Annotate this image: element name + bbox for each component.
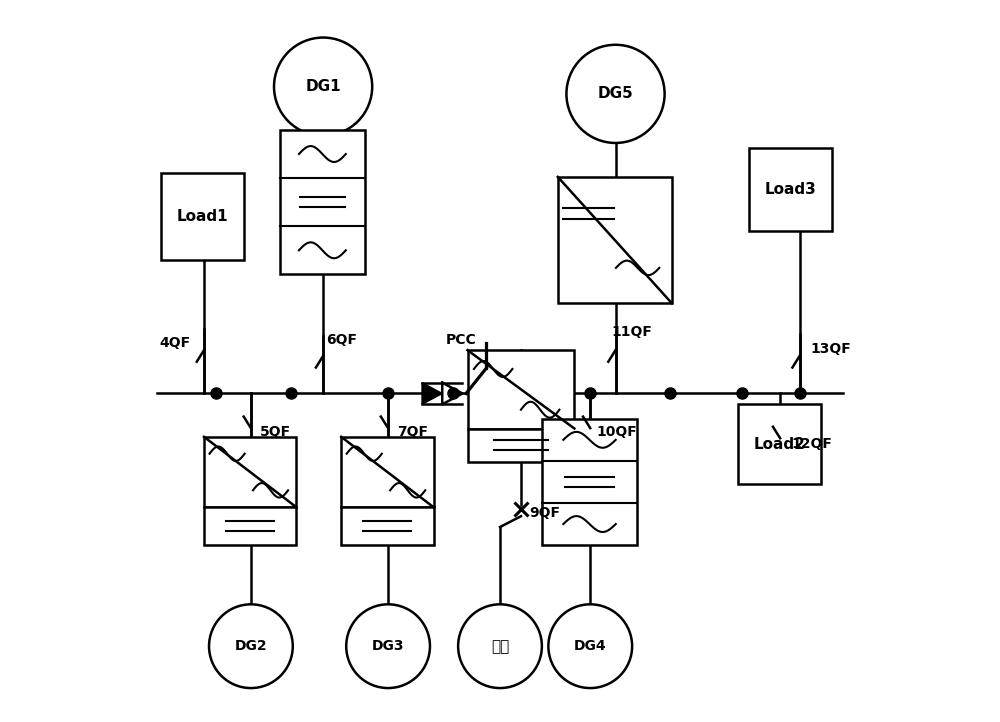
Polygon shape bbox=[442, 383, 462, 404]
Bar bbox=[468, 350, 574, 429]
Text: 11QF: 11QF bbox=[612, 325, 653, 339]
Text: DG2: DG2 bbox=[235, 639, 267, 653]
Bar bbox=[749, 148, 832, 231]
Circle shape bbox=[209, 604, 293, 688]
Text: 7QF: 7QF bbox=[397, 425, 428, 440]
Text: 储能: 储能 bbox=[491, 639, 509, 653]
Text: 6QF: 6QF bbox=[326, 334, 357, 347]
Bar bbox=[738, 404, 821, 484]
Text: DG4: DG4 bbox=[574, 639, 607, 653]
Circle shape bbox=[458, 604, 542, 688]
Bar bbox=[341, 507, 434, 545]
Circle shape bbox=[274, 38, 372, 136]
Bar bbox=[468, 429, 574, 462]
Text: 12QF: 12QF bbox=[791, 437, 832, 451]
Bar bbox=[341, 437, 434, 507]
Bar bbox=[542, 419, 637, 545]
Bar bbox=[204, 507, 296, 545]
Text: DG5: DG5 bbox=[598, 87, 633, 101]
Bar bbox=[204, 437, 296, 507]
Polygon shape bbox=[422, 383, 442, 404]
Text: DG3: DG3 bbox=[372, 639, 404, 653]
Text: 9QF: 9QF bbox=[530, 505, 561, 520]
Circle shape bbox=[548, 604, 632, 688]
Text: 13QF: 13QF bbox=[810, 342, 851, 356]
Text: Load1: Load1 bbox=[176, 209, 228, 224]
Text: DG1: DG1 bbox=[305, 79, 341, 94]
Bar bbox=[558, 177, 672, 303]
Circle shape bbox=[566, 45, 665, 143]
Bar bbox=[161, 173, 244, 260]
Text: Load2: Load2 bbox=[754, 437, 806, 451]
Text: 5QF: 5QF bbox=[260, 425, 291, 440]
Text: Load3: Load3 bbox=[765, 182, 816, 197]
Text: PCC: PCC bbox=[446, 333, 477, 347]
Text: 10QF: 10QF bbox=[596, 425, 637, 440]
Circle shape bbox=[346, 604, 430, 688]
Text: 4QF: 4QF bbox=[160, 336, 191, 350]
Bar bbox=[280, 130, 365, 274]
